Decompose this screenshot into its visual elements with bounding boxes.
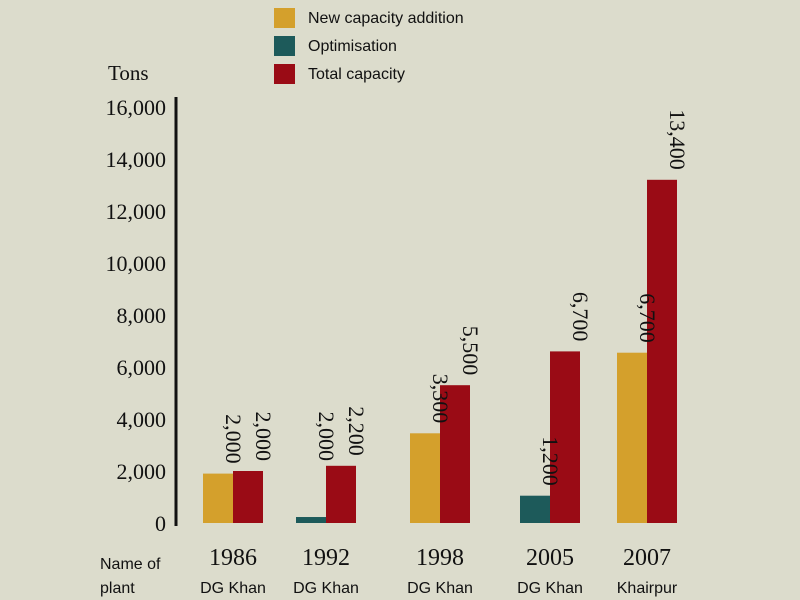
row-label-line1: Name of (100, 556, 161, 573)
y-tick-label: 2,000 (117, 459, 167, 484)
bar-1998-s2 (440, 385, 470, 523)
bars (203, 179, 677, 524)
bar-label-2005-s1: 1,200 (538, 436, 563, 486)
legend-swatch-2 (274, 64, 295, 84)
bar-label-1992-s0: 2,000 (314, 412, 339, 462)
bar-1986-s2 (233, 471, 263, 523)
bar-label-1992-s2: 2,200 (344, 406, 369, 456)
x-tick-year-1986: 1986 (209, 545, 257, 571)
x-tick-year-1998: 1998 (416, 545, 464, 571)
y-axis-title: Tons (108, 61, 149, 85)
y-tick-label: 0 (155, 511, 166, 536)
bar-label-1998-s2: 5,500 (458, 326, 483, 376)
row-label-line2: plant (100, 580, 135, 597)
y-tick-label: 8,000 (117, 303, 167, 328)
legend-swatch-1 (274, 36, 295, 56)
x-tick-year-2005: 2005 (526, 545, 574, 571)
x-tick-year-1992: 1992 (302, 545, 350, 571)
x-axis-labels: 1986 DG Khan 1992 DG Khan 1998 DG Khan 2005 DG … (200, 545, 678, 597)
x-tick-plant-2005: DG Khan (517, 580, 583, 597)
bar-2005-s2 (550, 351, 580, 523)
legend-label-2: Total capacity (308, 66, 405, 83)
bar-2007-s2 (647, 179, 677, 524)
legend-label-1: Optimisation (308, 38, 397, 55)
legend: New capacity addition Optimisation Total c… (274, 8, 464, 84)
y-tick-label: 10,000 (106, 251, 167, 276)
y-tick-label: 16,000 (106, 95, 167, 120)
bar-label-1986-s0: 2,000 (221, 414, 246, 464)
x-tick-plant-2007: Khairpur (617, 580, 678, 597)
bar-label-1998-s0: 3,300 (428, 374, 453, 424)
bar-1992-s2 (326, 465, 356, 523)
bar-1998-s0 (410, 433, 440, 523)
y-tick-label: 4,000 (117, 407, 167, 432)
bar-label-2007-s2: 13,400 (665, 109, 690, 170)
x-tick-plant-1986: DG Khan (200, 580, 266, 597)
bar-label-2007-s0: 6,700 (635, 293, 660, 343)
bar-value-labels: 2,000 2,000 2,000 2,2003,3005,5001,2006,700… (221, 109, 690, 485)
bar-1986-s0 (203, 473, 233, 523)
bar-2005-s1 (520, 495, 550, 523)
bar-2007-s0 (617, 352, 647, 523)
x-tick-plant-1992: DG Khan (293, 580, 359, 597)
y-tick-label: 12,000 (106, 199, 167, 224)
y-axis-ticks: 0 2,000 4,000 6,000 8,000 10,000 12,000 14,000 1… (106, 95, 167, 536)
x-tick-year-2007: 2007 (623, 545, 671, 571)
bar-1992-s1 (296, 517, 326, 523)
x-tick-plant-1998: DG Khan (407, 580, 473, 597)
y-tick-label: 6,000 (117, 355, 167, 380)
bar-label-1986-s2: 2,000 (251, 412, 276, 462)
legend-swatch-0 (274, 8, 295, 28)
legend-label-0: New capacity addition (308, 10, 464, 27)
bar-label-2005-s2: 6,700 (568, 292, 593, 342)
y-tick-label: 14,000 (106, 147, 167, 172)
